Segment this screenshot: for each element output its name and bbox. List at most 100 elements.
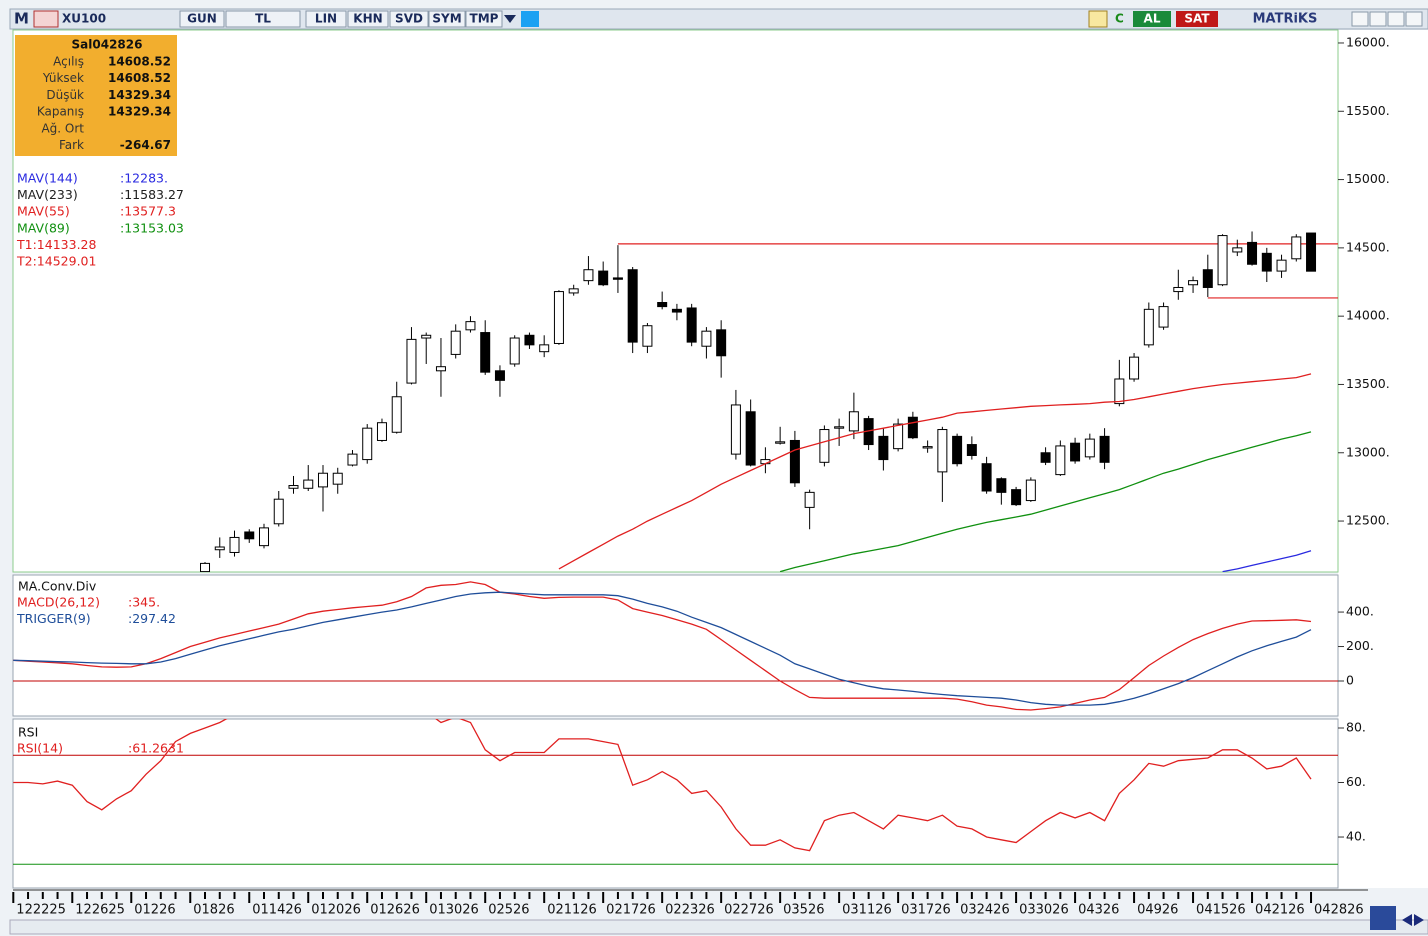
toolbar-button-bg[interactable] (389, 10, 429, 28)
win-btn[interactable] (1405, 11, 1423, 27)
toolbar-button[interactable]: LIN (315, 12, 337, 26)
candle-body (465, 321, 476, 331)
candle-body (303, 479, 314, 489)
candle-body (494, 370, 505, 381)
candle-body (1232, 247, 1243, 253)
candle-body (745, 411, 756, 466)
toolbar-button-bg[interactable] (179, 10, 225, 28)
dropdown-icon[interactable] (504, 15, 516, 23)
x-tick-label: 022726 (724, 903, 774, 918)
x-tick-label: 01826 (193, 903, 234, 918)
panel (12, 574, 1339, 717)
legend-value: :345. (128, 595, 160, 610)
y-tick-label: 0 (1346, 673, 1354, 688)
scrollbar[interactable] (9, 919, 1428, 935)
candle-body (406, 338, 417, 384)
info-label: Yüksek (42, 71, 84, 85)
scroll-arrows[interactable] (1402, 914, 1424, 926)
win-btn[interactable] (1369, 11, 1387, 27)
symbol-icon[interactable] (33, 10, 59, 28)
info-label: Ağ. Ort (41, 121, 84, 135)
x-tick-label: 03526 (783, 903, 824, 918)
info-value: 14608.52 (108, 71, 171, 85)
candle-body (524, 334, 535, 346)
candle-body (627, 269, 638, 343)
candle-body (200, 562, 211, 572)
legend-name: RSI(14) (17, 741, 63, 756)
candle-body (1276, 259, 1287, 272)
toolbar-button-bg[interactable] (305, 10, 347, 28)
symbol[interactable]: XU100 (62, 12, 106, 26)
legend-value: :13577.3 (120, 204, 176, 219)
win-btn[interactable] (1351, 11, 1369, 27)
candle-body (1099, 435, 1110, 463)
legend-name: MACD(26,12) (17, 595, 100, 610)
legend-name: MAV(89) (17, 220, 70, 235)
sell-button[interactable]: SAT (1184, 12, 1210, 26)
sell-button-bg[interactable] (1176, 11, 1218, 27)
x-tick-label: 042126 (1255, 903, 1305, 918)
candle-body (362, 427, 373, 461)
candle-body (819, 429, 830, 463)
twitter-icon[interactable] (521, 11, 539, 27)
toolbar-button[interactable]: TMP (470, 12, 499, 26)
candle-body (1291, 236, 1302, 260)
candle-body (701, 330, 712, 347)
refresh-button[interactable]: C (1115, 12, 1124, 26)
candle-body (332, 472, 343, 485)
y-tick-label: 80. (1346, 719, 1366, 734)
toolbar-button[interactable]: KHN (353, 12, 382, 26)
legend-value: :12283. (120, 171, 168, 186)
candle-body (273, 498, 284, 525)
x-tick-label: 012026 (311, 903, 361, 918)
plot (13, 719, 1338, 865)
plot (200, 231, 1338, 572)
series-line (558, 373, 1312, 570)
y-tick-label: 60. (1346, 774, 1366, 789)
candle-body (671, 308, 682, 313)
candle-body (789, 439, 800, 484)
legend-value: :13153.03 (120, 220, 184, 235)
y-tick-label: 12500. (1346, 513, 1390, 528)
axis-area (1338, 30, 1428, 888)
alert-icon[interactable] (1088, 10, 1108, 28)
y-tick-label: 13000. (1346, 444, 1390, 459)
candle-body (480, 332, 491, 373)
candle-body (1084, 438, 1095, 458)
info-label: Düşük (46, 88, 84, 102)
panel-title: MA.Conv.Div (18, 579, 97, 594)
toolbar-button-bg[interactable] (347, 10, 389, 28)
toolbar-button[interactable]: GUN (187, 12, 217, 26)
y-tick-label: 40. (1346, 829, 1366, 844)
toolbar-button[interactable]: SVD (395, 12, 423, 26)
candle-body (1070, 442, 1081, 462)
legend-value: :61.2631 (128, 741, 184, 756)
candle-body (966, 444, 977, 456)
buy-button-bg[interactable] (1133, 11, 1171, 27)
candle-body (893, 423, 904, 450)
candle-body (952, 435, 963, 465)
toolbar-button-bg[interactable] (465, 10, 503, 28)
candle-body (1217, 235, 1228, 286)
candle-body (1306, 232, 1317, 272)
win-btn[interactable] (1387, 11, 1405, 27)
toolbar-button-bg[interactable] (428, 10, 466, 28)
x-tick-label: 031126 (842, 903, 892, 918)
toolbar-button[interactable]: TL (255, 12, 271, 26)
x-tick-label: 021126 (547, 903, 597, 918)
toolbar-button[interactable]: SYM (432, 12, 461, 26)
brand: MATRiKS (1253, 12, 1318, 27)
scroll-icon[interactable] (1370, 906, 1396, 930)
legend-name: MAV(233) (17, 187, 78, 202)
y-tick-label: 200. (1346, 638, 1374, 653)
toolbar-button-bg[interactable] (225, 10, 301, 28)
panel (12, 718, 1339, 889)
candle-body (435, 366, 446, 372)
buy-button[interactable]: AL (1144, 12, 1161, 26)
candle-body (214, 546, 225, 551)
panel (12, 29, 1339, 573)
candle-body (347, 453, 358, 466)
candle-body (1114, 378, 1125, 405)
candle-body (553, 291, 564, 344)
